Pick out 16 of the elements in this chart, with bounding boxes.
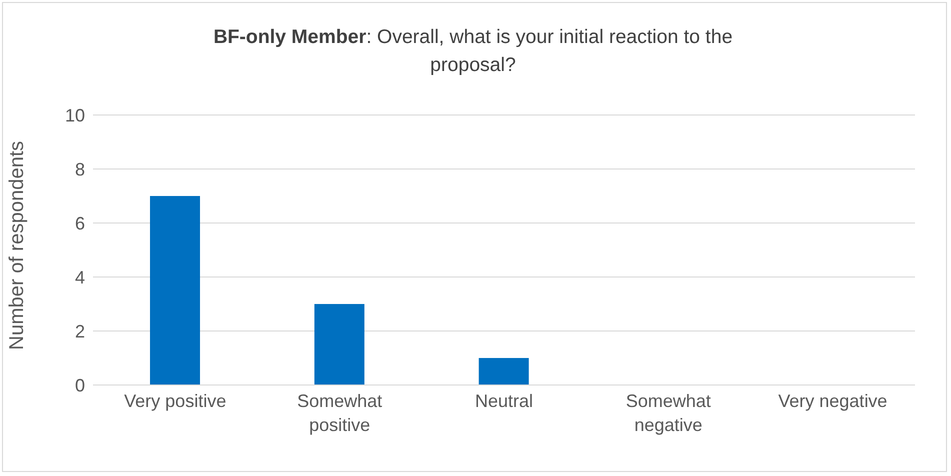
- y-tick-label: 8: [74, 159, 85, 180]
- x-tick-label: Somewhat negative: [626, 391, 711, 435]
- bar: [478, 358, 529, 385]
- y-tick-label: 0: [74, 375, 85, 396]
- y-axis-title: Number of respondents: [6, 140, 28, 350]
- chart-title: BF-only Member: Overall, what is your initial reaction to the proposal?: [213, 26, 733, 76]
- x-tick-label: Very positive: [124, 391, 226, 411]
- y-tick-label: 10: [64, 105, 85, 126]
- bar: [150, 196, 200, 385]
- x-tick-label: Somewhat positive: [297, 391, 382, 435]
- y-tick-label: 6: [74, 213, 85, 234]
- x-tick-label: Neutral: [474, 391, 534, 411]
- bar: [314, 304, 364, 385]
- y-tick-label: 2: [74, 321, 85, 342]
- x-tick-label: Very negative: [778, 391, 888, 411]
- y-tick-label: 4: [74, 267, 85, 288]
